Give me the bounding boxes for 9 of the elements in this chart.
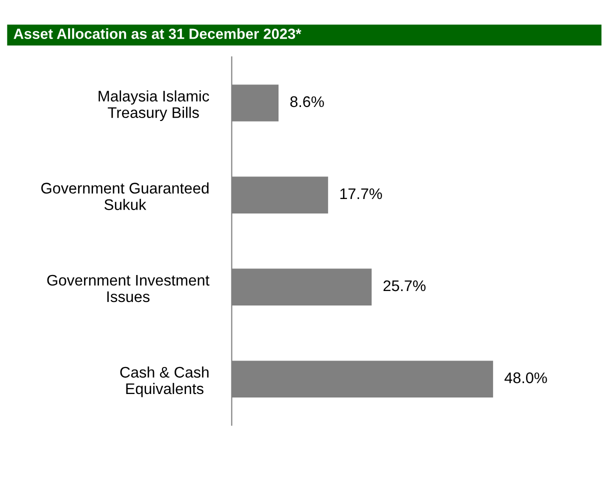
y-tick-label: Malaysia Islamic Treasury Bills: [98, 90, 210, 122]
data-label: 48.0%: [504, 372, 547, 384]
y-tick-label: Government Investment Issues: [47, 274, 210, 302]
data-label: 8.6%: [290, 96, 324, 108]
data-label: 17.7%: [340, 188, 382, 200]
chart-title: Asset Allocation as at 31 December 2023*: [14, 28, 302, 39]
y-tick-label: Cash & Cash Equivalents: [120, 366, 209, 398]
data-label: 25.7%: [384, 280, 426, 292]
y-tick-label: Government Guaranteed Sukuk: [41, 182, 209, 210]
